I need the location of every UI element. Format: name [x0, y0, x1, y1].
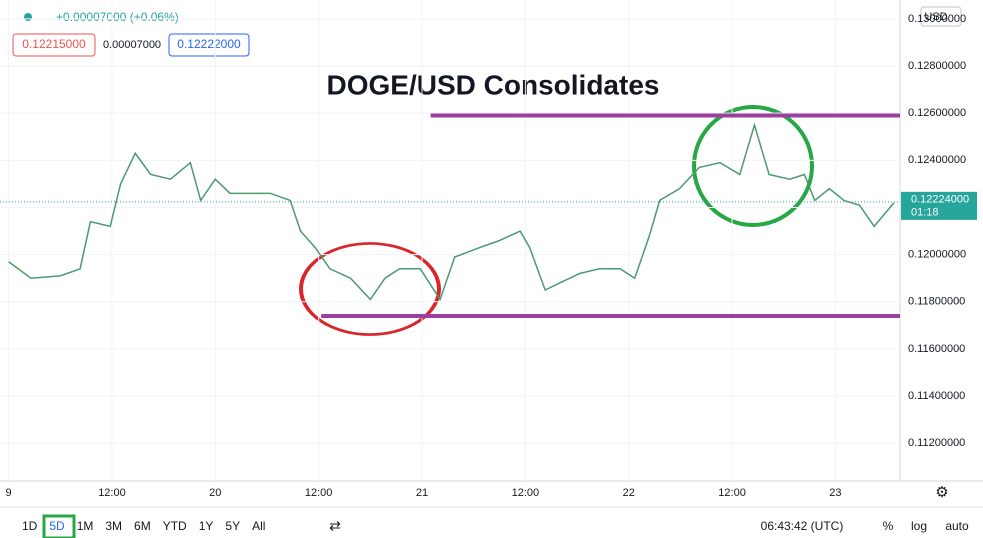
x-tick-label: 12:00	[512, 487, 540, 499]
x-tick-label: 12:00	[718, 487, 746, 499]
y-tick-label: 0.11600000	[908, 343, 965, 355]
chart-title: DOGE/USD Consolidates	[327, 69, 660, 100]
range-button[interactable]: 3M	[105, 519, 122, 533]
scale-button[interactable]: log	[911, 519, 927, 533]
y-tick-label: 0.12000000	[908, 249, 966, 261]
range-button[interactable]: 1M	[77, 519, 94, 533]
x-tick-label: 20	[209, 487, 221, 499]
x-tick-label: 12:00	[305, 487, 333, 499]
scale-button[interactable]: %	[883, 519, 894, 533]
change: +0.00007000 (+0.06%)	[56, 10, 179, 24]
y-tick-label: 0.12600000	[908, 107, 966, 119]
y-tick-label: 0.11800000	[908, 296, 965, 308]
green-circle	[692, 105, 814, 227]
countdown: 01:18	[911, 207, 939, 219]
x-tick-label: 9	[6, 487, 12, 499]
scale-button[interactable]: auto	[945, 519, 969, 533]
y-tick-label: 0.13000000	[908, 13, 966, 25]
currency-button[interactable]	[920, 6, 962, 27]
currency: USD	[924, 11, 947, 23]
range-button[interactable]: 1Y	[199, 519, 214, 533]
range-button[interactable]: 6M	[134, 519, 151, 533]
range-button[interactable]: 1D	[22, 519, 38, 533]
ask: 0.12222000	[177, 37, 241, 51]
y-tick-label: 0.12800000	[908, 60, 966, 72]
x-tick-label: 23	[829, 487, 841, 499]
spread: 0.00007000	[103, 39, 161, 51]
y-tick-label: 0.11400000	[908, 390, 965, 402]
range-button[interactable]: All	[252, 519, 265, 533]
ask-box[interactable]	[168, 33, 250, 57]
x-tick-label: 12:00	[98, 487, 126, 499]
y-tick-label: 0.12400000	[908, 154, 966, 166]
active-range-box	[42, 514, 76, 538]
x-tick-label: 22	[623, 487, 635, 499]
red-circle	[299, 242, 441, 336]
y-tick-label: 0.11200000	[908, 437, 965, 449]
compare-icon[interactable]: ⇄	[329, 518, 341, 534]
settings-icon[interactable]: ⚙	[935, 484, 948, 501]
last-price-label: 0.12224000	[911, 194, 969, 206]
range-button[interactable]: 5D	[49, 519, 65, 533]
range-button[interactable]: YTD	[163, 519, 187, 533]
x-tick-label: 21	[416, 487, 428, 499]
bid: 0.12215000	[22, 37, 86, 51]
clock: 06:43:42 (UTC)	[761, 519, 844, 533]
last-price-box	[901, 191, 977, 220]
price-line	[8, 122, 895, 302]
range-button[interactable]: 5Y	[225, 519, 240, 533]
bid-box[interactable]	[12, 33, 96, 57]
status-dot	[24, 13, 32, 21]
